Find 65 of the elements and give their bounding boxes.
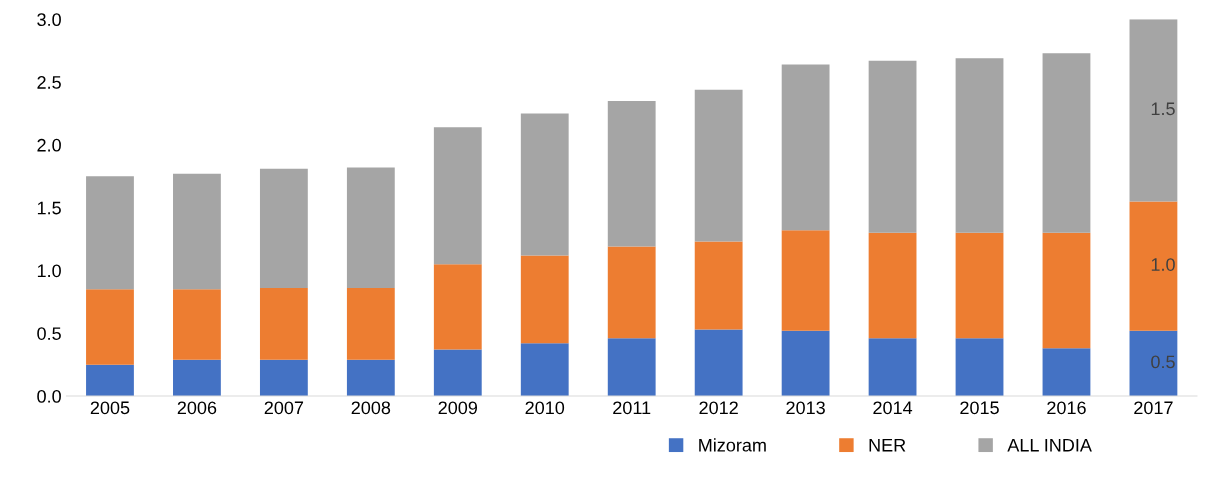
bar	[1129, 201, 1178, 331]
legend-label: Mizoram	[699, 438, 766, 452]
bar	[173, 359, 221, 397]
bar	[694, 329, 743, 397]
bar	[694, 89, 743, 242]
bar	[520, 255, 569, 344]
x-tick-label: 2007	[264, 401, 304, 415]
bar	[955, 338, 1004, 397]
bar	[607, 338, 656, 397]
x-tick-label: 2013	[786, 401, 825, 415]
bar	[433, 127, 482, 265]
data-label: 1.5	[1151, 102, 1175, 116]
y-tick-label: 0.0	[37, 389, 61, 403]
y-tick-label: 1.0	[37, 264, 61, 278]
bar	[433, 349, 482, 397]
bar	[259, 168, 308, 289]
bar	[1042, 348, 1091, 397]
bar	[346, 359, 395, 397]
x-tick-label: 2017	[1134, 401, 1173, 415]
bar	[868, 338, 917, 397]
y-tick-label: 1.5	[37, 201, 61, 215]
bar	[781, 230, 830, 331]
bar	[868, 60, 917, 233]
bar	[694, 241, 743, 330]
y-tick-label: 3.0	[37, 13, 61, 27]
bar	[520, 343, 569, 397]
bar	[1129, 330, 1178, 397]
legend-label: NER	[869, 438, 906, 452]
x-tick-label: 2010	[525, 401, 565, 415]
bar	[86, 364, 134, 397]
bar	[955, 58, 1004, 233]
x-tick-label: 2009	[438, 401, 478, 415]
y-tick-label: 2.0	[37, 138, 61, 152]
bar	[259, 359, 308, 397]
x-tick-label: 2006	[177, 401, 217, 415]
bar	[781, 330, 830, 397]
x-tick-label: 2012	[699, 401, 738, 415]
bar	[346, 288, 395, 360]
bar	[781, 64, 830, 231]
x-tick-label: 2015	[960, 401, 999, 415]
bar	[607, 246, 656, 339]
bar	[433, 264, 482, 350]
x-tick-label: 2011	[613, 401, 651, 415]
bar	[1129, 19, 1178, 202]
x-tick-label: 2008	[351, 401, 391, 415]
x-tick-label: 2014	[873, 401, 913, 415]
x-tick-label: 2016	[1047, 401, 1086, 415]
bar	[173, 289, 221, 360]
y-tick-label: 0.5	[37, 327, 61, 340]
bar	[955, 232, 1004, 339]
bar	[1042, 232, 1091, 349]
bar	[173, 173, 221, 290]
x-tick-label: 2005	[90, 401, 130, 415]
bar	[868, 232, 917, 339]
bar	[1042, 53, 1091, 233]
bar	[259, 288, 308, 360]
bar	[607, 100, 656, 247]
bar	[86, 289, 134, 365]
bar	[520, 113, 569, 256]
data-label: 1.0	[1151, 258, 1175, 271]
bar	[86, 176, 134, 290]
data-label: 0.5	[1151, 355, 1175, 369]
legend-label: ALL INDIA	[1007, 438, 1092, 452]
bar	[346, 167, 395, 289]
y-tick-label: 2.5	[37, 76, 61, 89]
